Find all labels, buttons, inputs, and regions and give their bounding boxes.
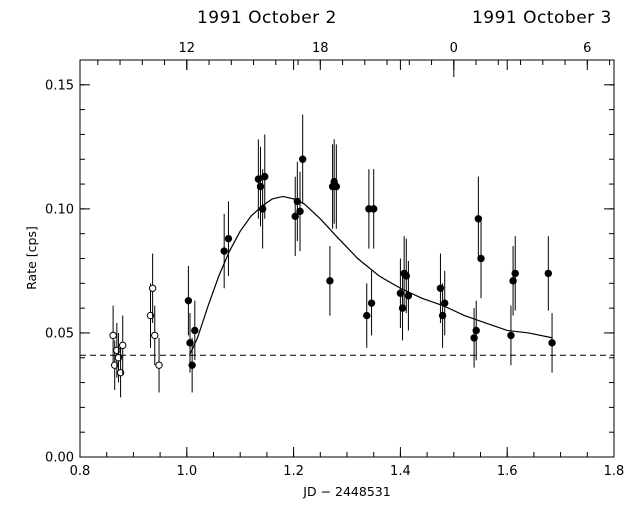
x-tick-label: 1.4 xyxy=(390,464,411,479)
data-point-filled xyxy=(470,334,478,342)
x-tick-label: 0.8 xyxy=(70,464,91,479)
data-point-filled xyxy=(184,296,193,305)
data-point-filled xyxy=(332,182,341,191)
plot-marks xyxy=(80,114,614,398)
data-point-filled xyxy=(326,277,334,285)
data-point-filled xyxy=(511,269,519,278)
y-tick-label: 0.00 xyxy=(45,451,74,466)
data-point-filled xyxy=(507,331,515,340)
data-point-filled xyxy=(370,205,378,213)
data-point-open xyxy=(119,341,127,350)
data-point-filled xyxy=(509,277,517,285)
y-axis-title: Rate [cps] xyxy=(24,226,39,290)
data-point-filled xyxy=(254,175,263,183)
x-tick-label: 1.6 xyxy=(497,464,518,479)
data-point-filled xyxy=(256,182,265,191)
data-point-open xyxy=(113,346,121,355)
x-tick-label: 1.8 xyxy=(604,464,625,479)
data-point-filled xyxy=(296,207,304,216)
data-point-filled xyxy=(548,339,556,347)
data-point-open xyxy=(146,311,155,320)
data-point-filled xyxy=(544,269,553,278)
data-point-filled xyxy=(224,234,233,243)
data-point-filled xyxy=(396,289,405,297)
data-point-filled xyxy=(261,172,269,181)
top-hour-label: 6 xyxy=(583,41,591,56)
top-hour-label: 18 xyxy=(312,41,329,56)
data-point-filled xyxy=(367,299,376,307)
data-point-filled xyxy=(298,155,307,163)
data-point-filled xyxy=(188,361,196,369)
data-point-filled xyxy=(402,272,410,280)
x-tick-label: 1.0 xyxy=(176,464,197,479)
y-tick-label: 0.15 xyxy=(45,78,74,93)
data-point-open xyxy=(155,361,163,369)
data-point-open xyxy=(151,331,159,340)
top-date-label: 1991 October 3 xyxy=(472,8,612,28)
data-point-filled xyxy=(363,311,371,320)
top-hour-label: 12 xyxy=(179,41,196,56)
y-tick-label: 0.05 xyxy=(45,326,74,341)
data-point-open xyxy=(148,284,157,292)
model-fit-curve xyxy=(188,195,553,356)
data-point-open xyxy=(114,354,123,362)
data-point-filled xyxy=(472,326,480,335)
data-point-filled xyxy=(474,215,483,223)
data-point-filled xyxy=(191,326,199,335)
top-hour-label: 0 xyxy=(450,41,458,56)
data-point-filled xyxy=(436,284,445,292)
x-tick-label: 1.2 xyxy=(283,464,304,479)
data-point-filled xyxy=(220,247,228,255)
data-point-filled xyxy=(398,304,407,312)
data-point-filled xyxy=(186,339,194,347)
data-point-filled xyxy=(291,212,299,221)
data-point-open xyxy=(111,361,119,369)
top-date-label: 1991 October 2 xyxy=(197,8,337,28)
data-point-open xyxy=(116,368,125,377)
y-tick-label: 0.10 xyxy=(45,202,74,217)
data-point-filled xyxy=(477,254,485,263)
data-point-open xyxy=(109,331,117,340)
axes: 0.8 1.0 1.2 1.4 1.6 1.8 0.00 0.05 0.10 0.15 12 18 0 6… xyxy=(45,8,624,479)
data-point-filled xyxy=(438,311,447,320)
x-axis-title: JD − 2448531 xyxy=(302,484,390,499)
